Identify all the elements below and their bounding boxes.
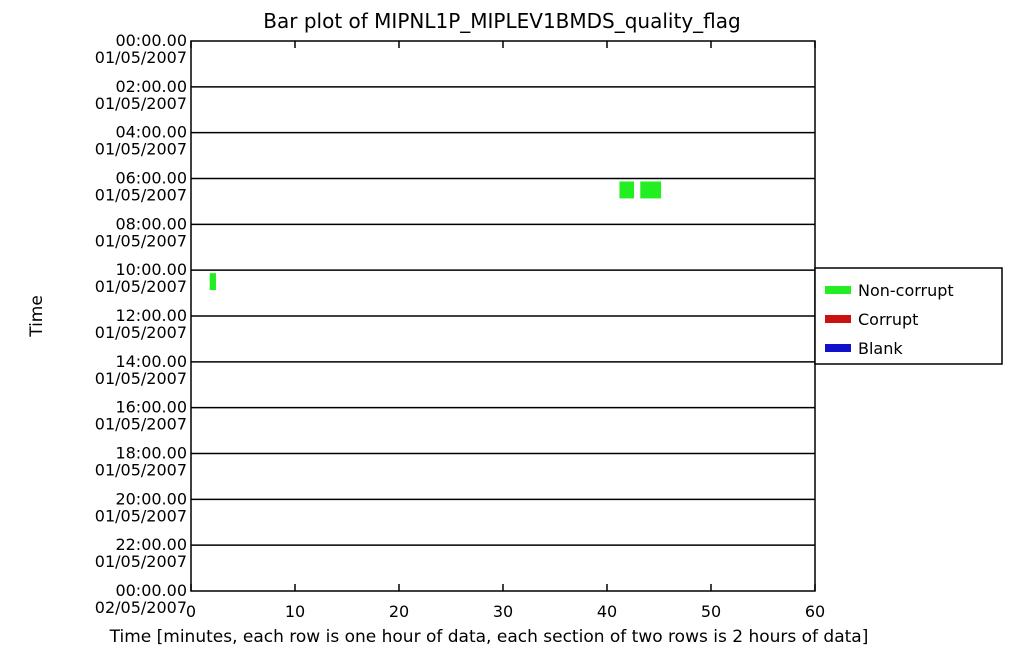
y-tick-time: 08:00.00 [115,214,187,233]
x-tick-label: 50 [701,602,721,621]
x-axis-ticks: 0 10 20 30 40 50 60 [186,41,825,621]
grid-lines [191,86,815,546]
y-tick-time: 00:00.00 [115,31,187,50]
y-tick-time: 22:00.00 [115,535,187,554]
legend-swatch [825,286,851,294]
y-tick-date: 01/05/2007 [95,277,187,296]
y-tick-date: 01/05/2007 [95,48,187,67]
y-tick-time: 06:00.00 [115,169,187,188]
y-tick-time: 04:00.00 [115,123,187,142]
y-tick-date: 02/05/2007 [95,598,187,617]
y-tick-time: 10:00.00 [115,260,187,279]
x-tick-label: 40 [597,602,617,621]
legend-swatch [825,344,851,352]
y-tick-time: 00:00.00 [115,581,187,600]
data-bar [209,273,216,291]
legend-label: Corrupt [858,310,918,329]
y-tick-time: 20:00.00 [115,489,187,508]
chart-title: Bar plot of MIPNL1P_MIPLEV1BMDS_quality_… [263,9,740,33]
y-tick-date: 01/05/2007 [95,506,187,525]
y-tick-date: 01/05/2007 [95,186,187,205]
y-tick-time: 16:00.00 [115,398,187,417]
legend-swatch [825,315,851,323]
legend: Non-corrupt Corrupt Blank [814,267,1003,365]
x-axis-label: Time [minutes, each row is one hour of d… [109,627,869,647]
y-tick-date: 01/05/2007 [95,415,187,434]
y-tick-date: 01/05/2007 [95,369,187,388]
data-bar [619,181,635,199]
y-tick-date: 01/05/2007 [95,552,187,571]
x-tick-label: 30 [493,602,513,621]
y-tick-date: 01/05/2007 [95,461,187,480]
legend-label: Blank [858,339,903,358]
legend-label: Non-corrupt [858,281,954,300]
y-tick-date: 01/05/2007 [95,140,187,159]
data-bar [640,181,662,199]
data-bars [209,181,662,291]
y-tick-time: 14:00.00 [115,352,187,371]
y-tick-date: 01/05/2007 [95,323,187,342]
x-tick-label: 60 [805,602,825,621]
x-tick-label: 20 [389,602,409,621]
x-tick-label: 10 [285,602,305,621]
y-tick-time: 18:00.00 [115,444,187,463]
y-tick-time: 02:00.00 [115,77,187,96]
y-tick-date: 01/05/2007 [95,231,187,250]
y-axis-label: Time [27,295,47,338]
y-tick-time: 12:00.00 [115,306,187,325]
y-axis-ticks: 00:00.0001/05/200702:00.0001/05/200704:0… [95,31,187,617]
x-tick-label: 0 [186,602,196,621]
y-tick-date: 01/05/2007 [95,94,187,113]
